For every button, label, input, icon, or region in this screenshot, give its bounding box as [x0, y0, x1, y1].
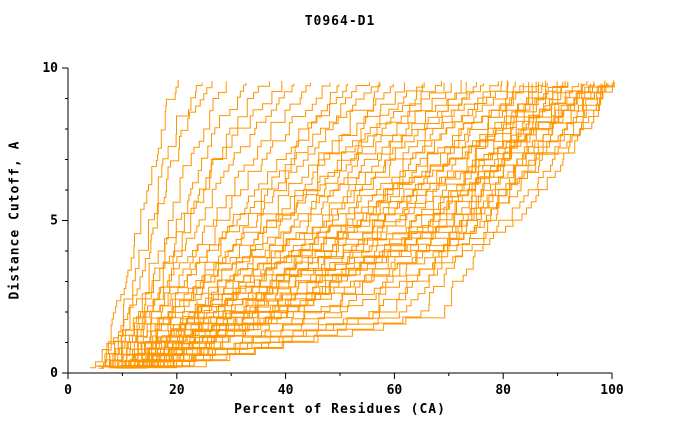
model-curve [97, 82, 311, 367]
x-tick-label: 80 [495, 383, 511, 398]
tick-marks [62, 67, 613, 379]
model-curve [116, 84, 604, 367]
model-curve [116, 81, 516, 368]
model-curve [137, 81, 615, 369]
model-curve [95, 81, 283, 367]
model-curve [116, 82, 477, 368]
axes [67, 68, 612, 374]
model-curve [135, 83, 533, 367]
model-curve [126, 82, 548, 368]
model-curve [129, 82, 569, 369]
model-curve [89, 80, 179, 369]
model-curve [147, 80, 615, 367]
model-curve [108, 81, 227, 368]
model-curve [109, 80, 606, 369]
model-curve [133, 80, 558, 367]
y-tick-label: 0 [50, 366, 58, 381]
model-curve [111, 81, 270, 368]
series-curves [89, 80, 615, 369]
chart-title: T0964-D1 [304, 14, 376, 29]
model-curve [108, 83, 381, 367]
x-tick-label: 20 [169, 383, 185, 398]
model-curve [104, 82, 247, 367]
model-curve [126, 83, 595, 367]
model-curve [134, 80, 566, 368]
x-tick-label: 40 [278, 383, 294, 398]
model-curve [135, 82, 608, 368]
model-curve [111, 82, 405, 367]
model-curve [98, 82, 370, 367]
model-curve [131, 82, 613, 368]
y-tick-label: 10 [42, 61, 58, 76]
y-tick-label: 5 [50, 214, 58, 229]
x-tick-label: 100 [600, 383, 624, 398]
model-curve [104, 83, 295, 367]
model-curve [98, 81, 213, 369]
tick-labels: 0 20 40 60 80 100 0 5 10 [42, 61, 624, 398]
model-curve [144, 83, 602, 368]
x-tick-label: 60 [387, 383, 403, 398]
model-curve [128, 81, 588, 366]
x-axis-label: Percent of Residues (CA) [234, 402, 446, 417]
x-tick-label: 0 [64, 383, 72, 398]
model-curve [120, 82, 452, 368]
